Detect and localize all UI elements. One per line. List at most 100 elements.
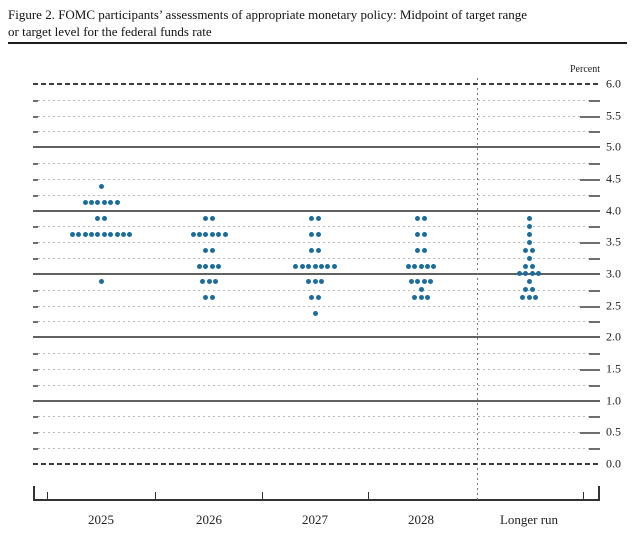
gridline-right-tick (589, 416, 600, 419)
participant-dot (108, 231, 114, 237)
participant-dot (114, 231, 120, 237)
gridline-right-tick (580, 178, 600, 181)
gridline-5.75 (33, 99, 600, 101)
gridline-left-tick (33, 416, 38, 419)
gridline-left-tick (33, 115, 38, 118)
participant-dot (529, 287, 535, 293)
participant-dot (526, 255, 532, 261)
participant-dot (523, 287, 529, 293)
participant-dot (101, 216, 107, 222)
participant-dot (88, 200, 94, 206)
participant-dot (206, 279, 212, 285)
participant-dot (516, 271, 522, 277)
y-tick-label: 1.5 (606, 361, 621, 376)
figure-title-line2: or target level for the federal funds ra… (8, 24, 212, 39)
gridline-right-tick (589, 226, 600, 229)
y-tick-label: 1.0 (606, 393, 621, 408)
participant-dot (529, 271, 535, 277)
participant-dot (421, 231, 427, 237)
participant-dot (315, 247, 321, 253)
gridline-3.25 (33, 258, 600, 260)
gridline-right-tick (580, 305, 600, 308)
participant-dot (299, 263, 305, 269)
participant-dot (216, 231, 222, 237)
participant-dot (101, 200, 107, 206)
participant-dot (209, 231, 215, 237)
participant-dot (306, 279, 312, 285)
participant-dot (309, 231, 315, 237)
participant-dot (127, 231, 133, 237)
gridline-4.50 (33, 178, 600, 180)
participant-dot (421, 247, 427, 253)
gridline-left-tick (33, 131, 38, 134)
x-axis-tick (47, 492, 48, 500)
gridline-4.75 (33, 163, 600, 165)
participant-dot (526, 279, 532, 285)
participant-dot (69, 231, 75, 237)
participant-dot (405, 263, 411, 269)
gridline-right-tick (589, 163, 600, 166)
participant-dot (421, 279, 427, 285)
y-tick-label: 5.0 (606, 139, 621, 154)
y-tick-label: 4.5 (606, 171, 621, 186)
participant-dot (526, 295, 532, 301)
participant-dot (331, 263, 337, 269)
y-tick-label: 6.0 (606, 76, 621, 91)
participant-dot (415, 231, 421, 237)
gridline-right-tick (589, 321, 600, 324)
gridline-2.75 (33, 289, 600, 291)
participant-dot (114, 200, 120, 206)
participant-dot (412, 295, 418, 301)
gridline-1.50 (33, 368, 600, 370)
participant-dot (203, 247, 209, 253)
y-axis-unit-label: Percent (570, 64, 600, 75)
gridline-4.00 (33, 209, 600, 212)
participant-dot (318, 279, 324, 285)
y-tick-label: 0.5 (606, 424, 621, 439)
gridline-right-tick (589, 194, 600, 197)
gridline-right-tick (589, 289, 600, 292)
participant-dot (200, 279, 206, 285)
gridline-left-tick (33, 368, 38, 371)
participant-dot (318, 263, 324, 269)
gridline-0.25 (33, 448, 600, 450)
gridline-0.50 (33, 432, 600, 434)
x-category-label: 2027 (302, 512, 328, 527)
y-tick-label: 2.5 (606, 298, 621, 313)
participant-dot (418, 295, 424, 301)
participant-dot (95, 216, 101, 222)
participant-dot (408, 279, 414, 285)
participant-dot (216, 263, 222, 269)
gridline-left-tick (33, 305, 38, 308)
gridline-left-tick (33, 353, 38, 356)
x-category-label: 2025 (88, 512, 114, 527)
gridline-3.75 (33, 226, 600, 228)
gridline-5.25 (33, 131, 600, 133)
x-axis-tick (368, 492, 369, 500)
gridline-2.25 (33, 321, 600, 323)
gridline-2.50 (33, 305, 600, 307)
participant-dot (523, 247, 529, 253)
gridline-left-tick (33, 194, 38, 197)
participant-dot (526, 231, 532, 237)
gridline-right-tick (589, 448, 600, 451)
participant-dot (529, 263, 535, 269)
gridline-1.00 (33, 399, 600, 402)
participant-dot (203, 216, 209, 222)
participant-dot (315, 216, 321, 222)
gridline-3.50 (33, 242, 600, 244)
participant-dot (523, 271, 529, 277)
participant-dot (315, 295, 321, 301)
participant-dot (120, 231, 126, 237)
participant-dot (203, 231, 209, 237)
gridline-left-tick (33, 242, 38, 245)
y-tick-label: 3.0 (606, 266, 621, 281)
gridline-0.00 (33, 462, 600, 465)
participant-dot (293, 263, 299, 269)
participant-dot (312, 263, 318, 269)
gridline-5.00 (33, 146, 600, 149)
gridline-left-tick (33, 321, 38, 324)
participant-dot (536, 271, 542, 277)
participant-dot (196, 231, 202, 237)
